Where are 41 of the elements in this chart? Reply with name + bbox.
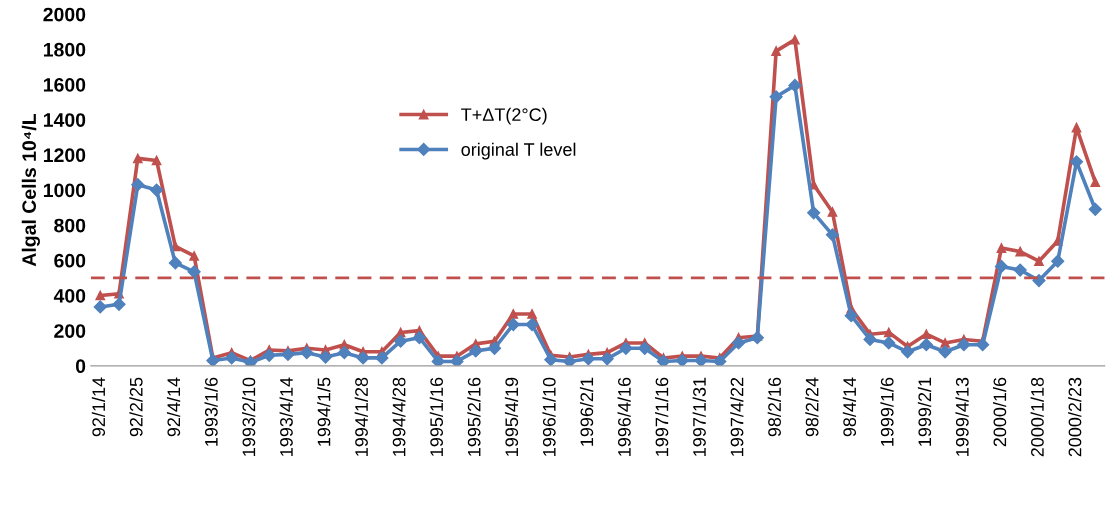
x-tick-label: 92/4/14	[166, 377, 181, 437]
x-tick-label: 2000/1/18	[1030, 377, 1044, 457]
x-tick-label: 1993/4/14	[279, 377, 293, 456]
x-tick-label: 92/1/14	[91, 377, 106, 437]
y-tick-label: 1600	[43, 77, 86, 92]
x-tick-label: 98/2/24	[805, 377, 819, 437]
x-tick-label: 1993/1/6	[204, 377, 218, 446]
x-tick-label: 1999/4/13	[955, 377, 969, 456]
x-tick-label: 1993/2/10	[242, 377, 256, 456]
y-tick-label: 1400	[43, 113, 86, 127]
legend-label: T+ΔT(2°C)	[461, 107, 547, 125]
y-tick-label: 2000	[43, 7, 86, 22]
y-tick-label: 200	[54, 324, 86, 338]
x-tick-label: 1996/2/1	[579, 377, 594, 446]
x-tick-label: 1994/1/5	[317, 377, 331, 446]
y-tick-label: 1200	[43, 148, 86, 163]
x-tick-label: 1995/1/16	[429, 377, 444, 456]
x-tick-label: 1997/1/31	[692, 377, 706, 456]
x-tick-label: 1994/1/28	[354, 377, 368, 456]
x-tick-label: 1997/1/16	[655, 377, 669, 456]
y-axis-title: Algal Cells 10⁴/L	[21, 113, 40, 267]
y-tick-label: 600	[54, 253, 86, 268]
x-tick-label: 1999/1/6	[880, 377, 894, 446]
x-tick-label: 92/2/25	[129, 377, 143, 437]
x-tick-label: 1996/4/16	[617, 377, 631, 456]
x-tick-label: 1995/2/16	[467, 377, 481, 456]
y-tick-label: 800	[54, 218, 86, 233]
y-tick-label: 400	[53, 288, 86, 303]
x-tick-label: 98/2/16	[767, 377, 781, 437]
x-tick-label: 1995/4/19	[504, 377, 519, 456]
x-tick-label: 1994/4/28	[392, 377, 406, 456]
x-tick-label: 1999/2/1	[917, 377, 932, 446]
x-tick-label: 1996/1/10	[542, 377, 556, 456]
x-tick-label: 2000/2/23	[1068, 377, 1082, 457]
y-tick-label: 1800	[43, 42, 86, 57]
x-tick-label: 2000/1/6	[993, 377, 1007, 447]
y-tick-label: 0	[75, 359, 86, 374]
y-tick-label: 1000	[43, 183, 86, 198]
x-tick-label: 1997/4/22	[730, 377, 744, 456]
legend-label: original T level	[461, 142, 576, 160]
x-tick-label: 98/4/14	[842, 377, 857, 437]
